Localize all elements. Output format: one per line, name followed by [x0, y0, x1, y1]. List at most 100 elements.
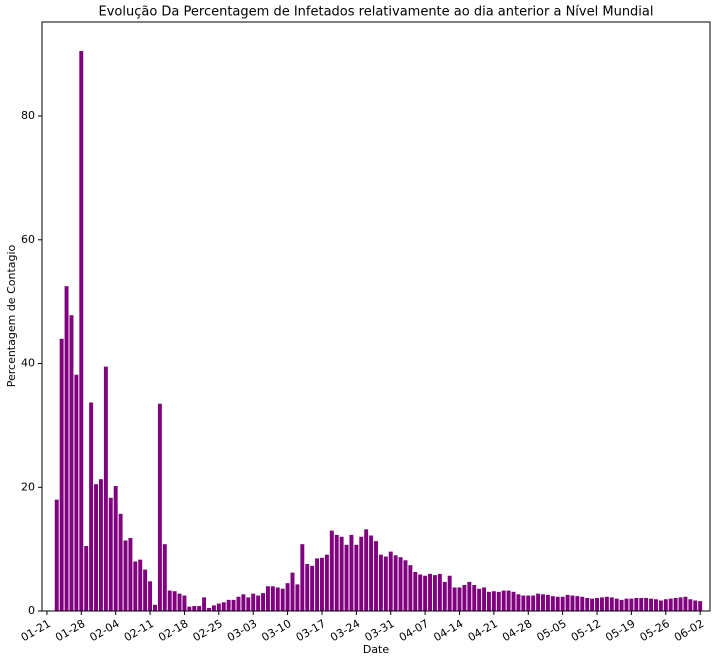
bar [634, 598, 639, 611]
bar [265, 586, 270, 611]
bar [678, 597, 683, 611]
x-tick-label: 04-28 [500, 617, 534, 644]
bar [698, 601, 703, 611]
bar [167, 590, 172, 611]
bar [403, 560, 408, 611]
bar [683, 596, 688, 611]
bar [349, 534, 354, 611]
bar [143, 569, 148, 611]
x-tick-label: 05-05 [534, 617, 568, 644]
bar [226, 599, 231, 611]
bar [182, 595, 187, 611]
bar [108, 497, 113, 611]
bar [590, 598, 595, 611]
bar [619, 599, 624, 611]
bar [693, 600, 698, 611]
bar [560, 596, 565, 611]
bar [516, 594, 521, 611]
bar [649, 598, 654, 611]
bar [162, 544, 167, 611]
bar [310, 565, 315, 611]
y-tick-label: 0 [28, 604, 35, 617]
bar [585, 598, 590, 611]
bar [595, 598, 599, 611]
bar [580, 596, 585, 611]
bar [128, 537, 133, 611]
x-tick-label: 03-31 [363, 617, 397, 644]
bar [103, 366, 108, 611]
bar [197, 606, 202, 611]
y-tick-label: 80 [21, 109, 35, 122]
bar [428, 573, 432, 611]
bar [383, 556, 388, 611]
bar [496, 591, 501, 611]
bar [536, 593, 541, 611]
bar [89, 402, 94, 611]
bar [118, 513, 123, 611]
x-tick-label: 06-02 [672, 617, 706, 644]
bar [207, 607, 211, 611]
bar [172, 591, 177, 611]
bar [329, 530, 334, 611]
bar [138, 559, 143, 611]
bar [467, 581, 472, 611]
bar [472, 585, 477, 611]
chart-title: Evolução Da Percentagem de Infetados rel… [99, 5, 654, 20]
bar [359, 536, 364, 611]
bar [98, 479, 103, 611]
bar [521, 595, 526, 611]
bar [393, 555, 398, 611]
bar [133, 561, 138, 611]
bar [570, 595, 575, 611]
bar [74, 374, 79, 611]
bar [54, 499, 59, 611]
bar [364, 529, 369, 611]
bar [187, 606, 192, 611]
x-tick-label: 01-21 [19, 617, 53, 644]
bar [511, 591, 516, 611]
bar [442, 581, 447, 611]
bar [599, 597, 604, 611]
bar [94, 484, 98, 611]
bar [324, 554, 329, 611]
x-tick-label: 02-18 [156, 617, 190, 644]
bar [482, 587, 487, 611]
bar [604, 596, 609, 611]
bar [275, 587, 280, 611]
bar [251, 593, 256, 611]
bar [408, 565, 413, 611]
bar [550, 596, 555, 611]
x-axis-label: Date [363, 643, 390, 656]
x-tick-label: 05-12 [569, 617, 603, 644]
x-tick-label: 02-04 [87, 617, 121, 644]
bar [153, 604, 157, 611]
bar [487, 591, 491, 611]
bar [69, 315, 74, 611]
x-tick-label: 02-11 [122, 617, 156, 644]
y-tick-label: 60 [21, 233, 35, 246]
x-tick-label: 04-07 [397, 617, 431, 644]
x-tick-label: 03-24 [328, 617, 362, 644]
x-tick-label: 05-19 [603, 617, 637, 644]
bar [64, 286, 69, 611]
bar [541, 594, 545, 611]
bar [354, 544, 359, 611]
bar [84, 546, 89, 611]
bar [261, 593, 265, 611]
bar [339, 536, 344, 611]
bar [344, 544, 349, 611]
bar [663, 599, 668, 611]
bar [644, 598, 649, 611]
bar [477, 588, 482, 611]
bar [565, 594, 570, 611]
bar [256, 595, 261, 611]
bar [295, 584, 300, 611]
bar [423, 575, 428, 611]
bar [575, 596, 580, 611]
bar [629, 598, 634, 611]
bar [545, 594, 550, 611]
bar [501, 590, 506, 611]
y-tick-label: 40 [21, 357, 35, 370]
bar [123, 540, 128, 611]
